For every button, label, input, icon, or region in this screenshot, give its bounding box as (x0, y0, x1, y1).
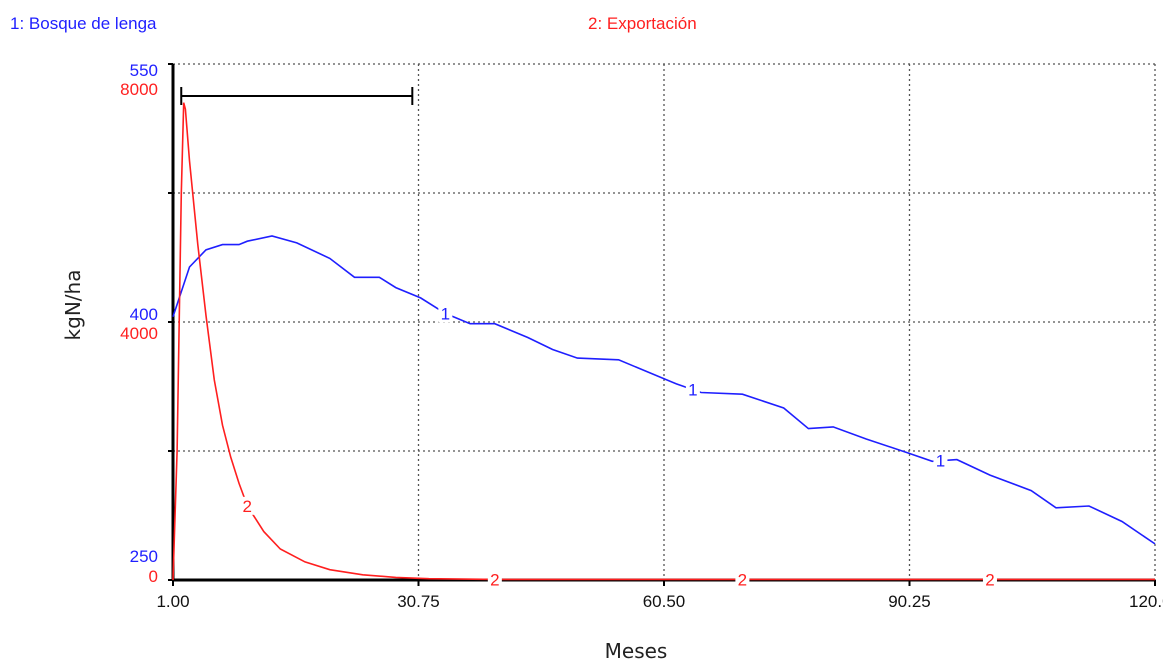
y-tick-label-red: 4000 (120, 324, 158, 343)
series-marker-1: 1 (688, 381, 697, 400)
axes (168, 63, 1156, 586)
y-tick-label-blue: 250 (130, 547, 158, 566)
series-marker-2: 2 (985, 570, 994, 589)
y-tick-label-red: 8000 (120, 80, 158, 99)
series-marker-bg (735, 570, 750, 589)
y-tick-label-blue: 550 (130, 61, 158, 80)
series-marker-bg (982, 570, 997, 589)
tick-labels: 1.00 30.75 60.50 90.25 120.00 550 400 250 8000 40… (120, 61, 1163, 611)
series-marker-2: 2 (243, 497, 252, 516)
series-line-2 (172, 102, 1155, 581)
series-marker-1: 1 (441, 304, 450, 323)
y-axis-title: kgN/ha (61, 270, 85, 341)
series-marker-bg (933, 451, 948, 470)
series-marker-1: 1 (936, 452, 945, 471)
x-tick-label: 60.50 (643, 592, 686, 611)
series-marker-bg (240, 496, 255, 515)
x-axis-title: Meses (605, 639, 668, 661)
y-tick-label-blue: 400 (130, 305, 158, 324)
grid (173, 63, 1156, 580)
x-tick-label: 30.75 (397, 592, 440, 611)
y-tick-label-red: 0 (149, 567, 158, 586)
series-marker-bg (438, 304, 453, 323)
series-marker-2: 2 (738, 570, 747, 589)
series-marker-bg (685, 380, 700, 399)
x-tick-label: 120.00 (1129, 592, 1163, 611)
series-line-1 (172, 235, 1156, 545)
series-markers: 1 1 1 2 2 2 2 (240, 304, 997, 589)
x-tick-label: 1.00 (156, 592, 189, 611)
range-bar (180, 87, 414, 105)
series-marker-bg (487, 570, 502, 589)
legend-series-1: 1: Bosque de lenga (10, 14, 157, 33)
series-lines (172, 102, 1156, 581)
series-marker-2: 2 (490, 570, 499, 589)
x-tick-label: 90.25 (888, 592, 931, 611)
legend-series-2: 2: Exportación (588, 14, 697, 33)
